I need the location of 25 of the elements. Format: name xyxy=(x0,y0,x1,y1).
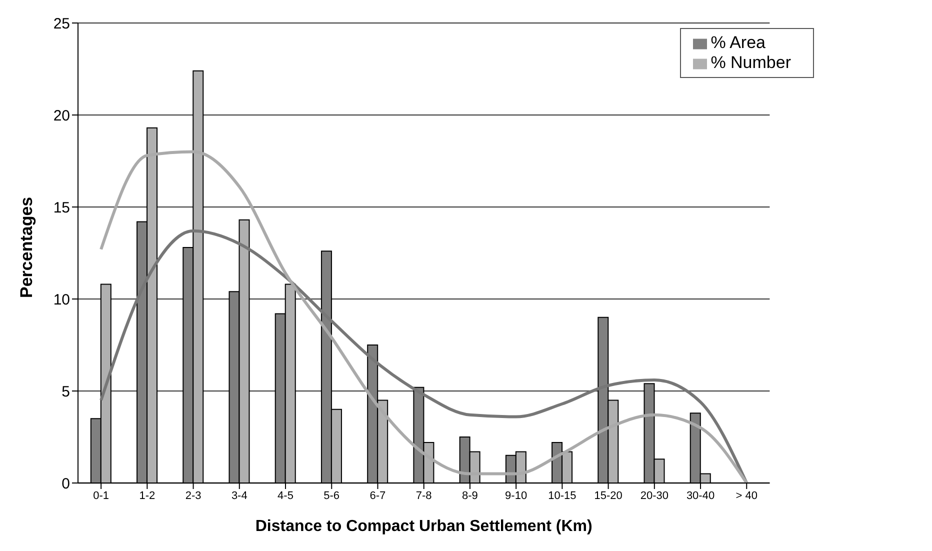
x-tick-label: 3-4 xyxy=(231,490,248,502)
legend-label: % Number xyxy=(710,53,791,72)
y-tick-label: 0 xyxy=(62,475,70,492)
x-tick-label: 9-10 xyxy=(505,490,528,502)
x-tick-label: 15-20 xyxy=(594,490,622,502)
x-tick-label: 8-9 xyxy=(462,490,478,502)
y-axis-title: Percentages xyxy=(17,196,36,298)
x-tick-label: 5-6 xyxy=(324,490,340,502)
x-tick-label: 6-7 xyxy=(370,490,386,502)
x-tick-label: 1-2 xyxy=(139,490,156,502)
y-tick-label: 25 xyxy=(53,15,70,32)
legend-label: % Area xyxy=(710,33,766,52)
x-tick-label: 4-5 xyxy=(278,490,294,502)
x-axis-title: Distance to Compact Urban Settlement (Km) xyxy=(255,518,592,535)
y-tick-label: 20 xyxy=(53,107,70,124)
x-tick-label: 30-40 xyxy=(686,490,715,502)
x-tick-label: 2-3 xyxy=(185,490,202,502)
x-tick-label: 0-1 xyxy=(93,490,110,502)
y-tick-label: 10 xyxy=(53,291,70,308)
y-tick-label: 15 xyxy=(53,199,70,216)
x-tick-label: > 40 xyxy=(736,490,758,502)
x-tick-label: 10-15 xyxy=(548,490,576,502)
x-tick-label: 7-8 xyxy=(416,490,432,502)
y-tick-label: 5 xyxy=(62,383,70,400)
x-tick-label: 20-30 xyxy=(640,490,668,502)
